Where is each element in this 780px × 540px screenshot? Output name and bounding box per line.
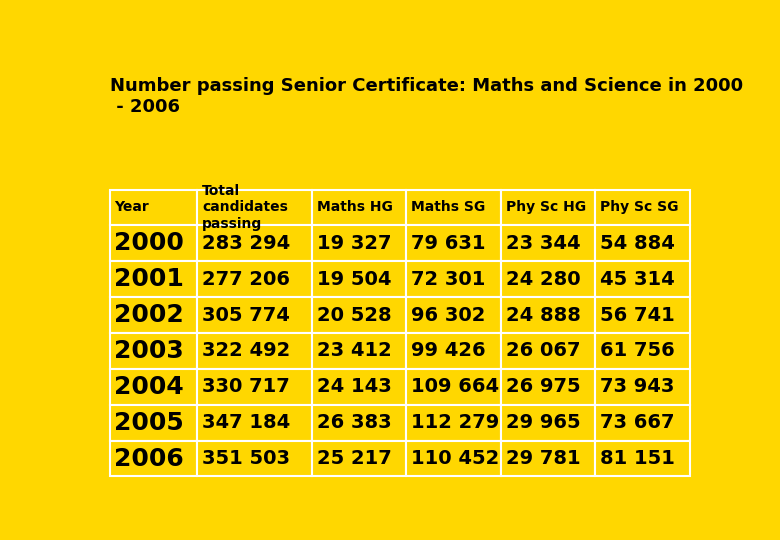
Bar [595,225,690,261]
Bar [197,369,312,404]
Text: 19 504: 19 504 [317,269,392,289]
Bar [312,441,406,476]
Text: 25 217: 25 217 [317,449,392,468]
Bar [406,404,501,441]
Bar [406,333,501,369]
Bar [501,441,595,476]
Bar [595,441,690,476]
Bar [197,333,312,369]
Bar [312,369,406,404]
Text: 112 279: 112 279 [411,413,499,432]
Bar [197,404,312,441]
Bar [197,190,312,225]
Bar [109,441,197,476]
Bar [595,190,690,225]
Bar [406,261,501,297]
Text: 2000: 2000 [115,231,184,255]
Text: 96 302: 96 302 [411,306,486,325]
Bar [109,225,197,261]
Bar [406,297,501,333]
Text: 23 344: 23 344 [505,234,580,253]
Text: 277 206: 277 206 [202,269,290,289]
Bar [406,225,501,261]
Bar [312,404,406,441]
Text: 45 314: 45 314 [601,269,675,289]
Text: 26 383: 26 383 [317,413,392,432]
Text: 56 741: 56 741 [601,306,675,325]
Text: 347 184: 347 184 [202,413,290,432]
Text: 29 781: 29 781 [505,449,580,468]
Bar [406,441,501,476]
Bar [501,297,595,333]
Bar [501,369,595,404]
Text: Total
candidates
passing: Total candidates passing [202,184,288,231]
Text: 23 412: 23 412 [317,341,392,360]
Text: 322 492: 322 492 [202,341,290,360]
Text: 2003: 2003 [115,339,184,363]
Text: 81 151: 81 151 [601,449,675,468]
Text: 2004: 2004 [115,375,184,399]
Bar [312,225,406,261]
Bar [595,333,690,369]
Bar [501,404,595,441]
Text: 29 965: 29 965 [505,413,580,432]
Text: Year: Year [115,200,149,214]
Bar [312,190,406,225]
Bar [312,333,406,369]
Text: 61 756: 61 756 [601,341,675,360]
Text: Maths SG: Maths SG [411,200,486,214]
Text: Number passing Senior Certificate: Maths and Science in 2000
 - 2006: Number passing Senior Certificate: Maths… [109,77,743,116]
Text: 305 774: 305 774 [202,306,290,325]
Text: 73 667: 73 667 [601,413,675,432]
Bar [109,369,197,404]
Bar [501,333,595,369]
Text: 99 426: 99 426 [411,341,486,360]
Bar [197,297,312,333]
Bar [109,261,197,297]
Bar [501,261,595,297]
Bar [109,190,197,225]
Text: 26 067: 26 067 [505,341,580,360]
Bar [312,297,406,333]
Text: 283 294: 283 294 [202,234,290,253]
Bar [197,225,312,261]
Bar [501,190,595,225]
Text: 24 280: 24 280 [505,269,580,289]
Text: 54 884: 54 884 [601,234,675,253]
Text: 73 943: 73 943 [601,377,675,396]
Bar [109,333,197,369]
Bar [109,404,197,441]
Text: 24 888: 24 888 [505,306,580,325]
Bar [595,261,690,297]
Text: 79 631: 79 631 [411,234,486,253]
Text: 110 452: 110 452 [411,449,499,468]
Text: 2001: 2001 [115,267,184,291]
Text: Phy Sc HG: Phy Sc HG [505,200,586,214]
Text: 2006: 2006 [115,447,184,470]
Bar [109,297,197,333]
Bar [595,404,690,441]
Bar [406,369,501,404]
Text: 20 528: 20 528 [317,306,392,325]
Bar [197,441,312,476]
Text: 330 717: 330 717 [202,377,290,396]
Text: 26 975: 26 975 [505,377,580,396]
Text: 2005: 2005 [115,410,184,435]
Text: 2002: 2002 [115,303,184,327]
Bar [501,225,595,261]
Text: 351 503: 351 503 [202,449,290,468]
Bar [595,369,690,404]
Text: 24 143: 24 143 [317,377,392,396]
Bar [197,261,312,297]
Text: 109 664: 109 664 [411,377,499,396]
Bar [312,261,406,297]
Text: Maths HG: Maths HG [317,200,393,214]
Text: 19 327: 19 327 [317,234,392,253]
Bar [406,190,501,225]
Text: Phy Sc SG: Phy Sc SG [601,200,679,214]
Bar [595,297,690,333]
Text: 72 301: 72 301 [411,269,486,289]
